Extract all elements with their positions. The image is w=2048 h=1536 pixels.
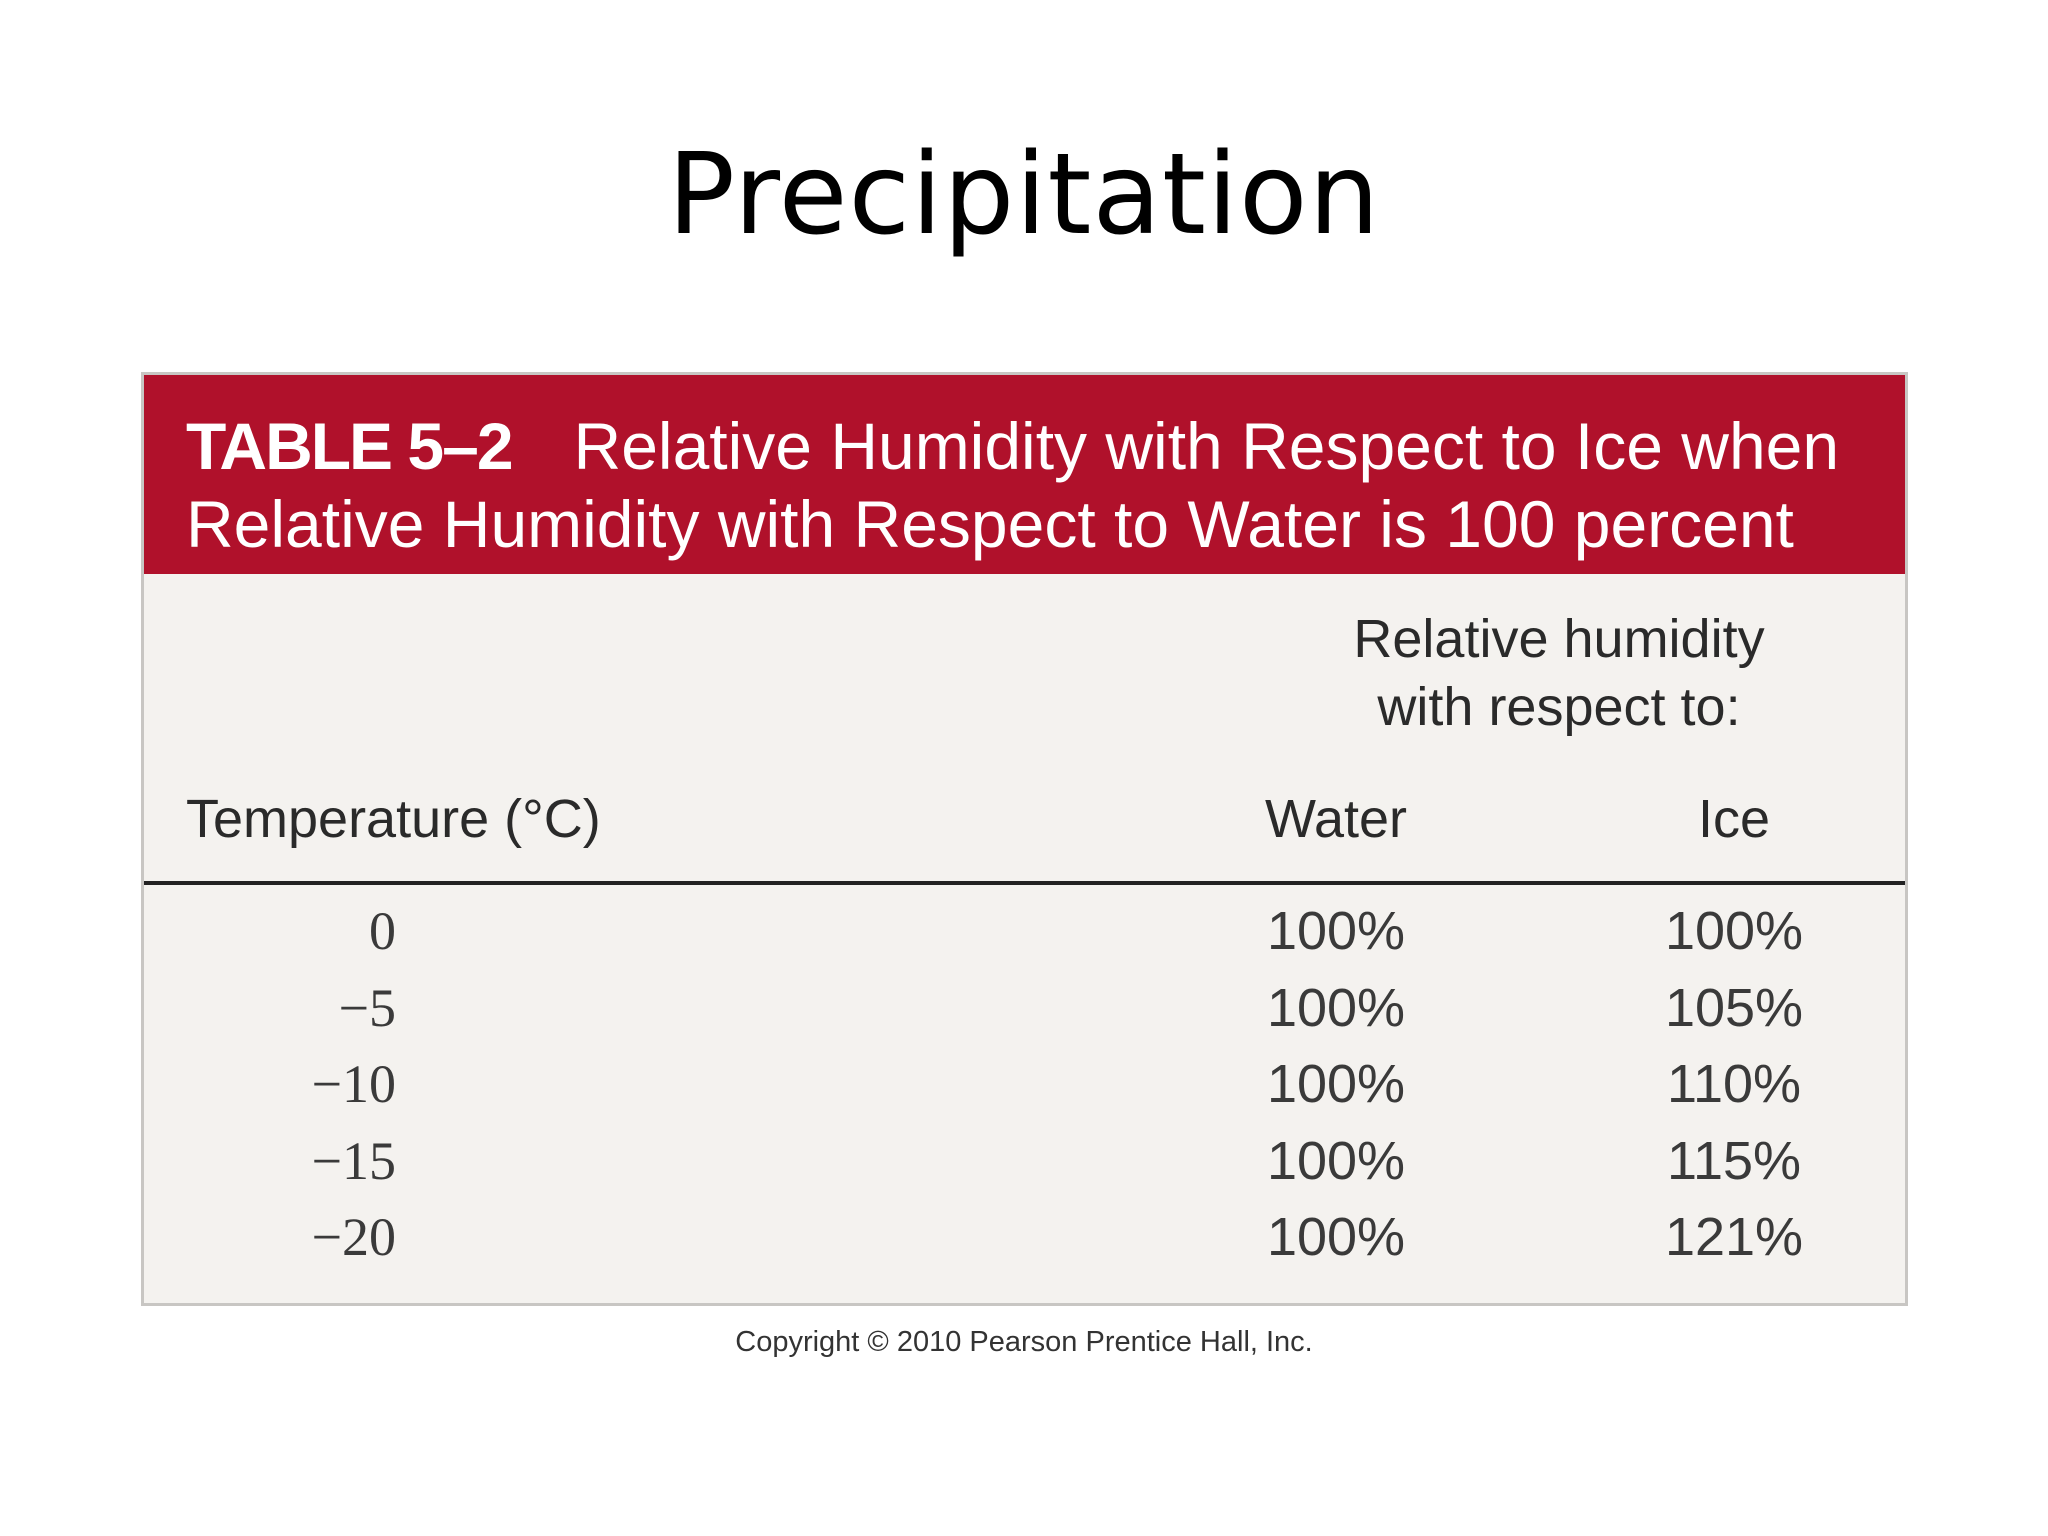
table-row: −15 100% 115% xyxy=(144,1123,1905,1200)
column-header-water: Water xyxy=(1264,789,1407,849)
cell-ice: 105% xyxy=(1664,977,1804,1038)
cell-temperature: 0 xyxy=(369,901,396,961)
table-row: −20 100% 121% xyxy=(144,1199,1905,1276)
header-rule xyxy=(144,881,1905,885)
table-header: TABLE 5–2 Relative Humidity with Respect … xyxy=(144,375,1905,574)
column-group-header-line2: with respect to: xyxy=(1377,677,1741,737)
slide-title: Precipitation xyxy=(667,130,1381,260)
table-number: TABLE 5–2 xyxy=(186,409,514,483)
cell-temperature: −5 xyxy=(338,977,396,1038)
cell-water: 100% xyxy=(1266,901,1406,961)
table-title-line1: Relative Humidity with Respect to Ice wh… xyxy=(573,409,1840,483)
cell-water: 100% xyxy=(1266,1130,1406,1191)
cell-ice: 100% xyxy=(1664,901,1804,961)
cell-water: 100% xyxy=(1266,1207,1406,1267)
table-row: −5 100% 105% xyxy=(144,970,1905,1047)
cell-water: 100% xyxy=(1266,977,1406,1038)
column-header-ice: Ice xyxy=(1697,789,1771,849)
column-group-header-line1: Relative humidity xyxy=(1353,609,1765,669)
cell-ice: 121% xyxy=(1664,1207,1804,1267)
cell-ice: 115% xyxy=(1666,1130,1802,1191)
cell-temperature: −20 xyxy=(311,1207,396,1267)
table-title-line2: Relative Humidity with Respect to Water … xyxy=(186,487,1794,561)
column-header-temperature: Temperature (°C) xyxy=(186,789,601,849)
cell-water: 100% xyxy=(1266,1054,1406,1114)
table-body: 0 100% 100% −5 100% 105% −10 100% 110% −… xyxy=(144,893,1905,1276)
column-group-header: Relative humidity with respect to: xyxy=(1264,605,1854,741)
cell-temperature: −15 xyxy=(311,1130,396,1191)
table-row: 0 100% 100% xyxy=(144,893,1905,970)
humidity-table: TABLE 5–2 Relative Humidity with Respect … xyxy=(141,372,1908,1306)
cell-ice: 110% xyxy=(1666,1054,1802,1114)
table-row: −10 100% 110% xyxy=(144,1046,1905,1123)
cell-temperature: −10 xyxy=(311,1054,396,1114)
copyright-notice: Copyright © 2010 Pearson Prentice Hall, … xyxy=(735,1326,1313,1358)
